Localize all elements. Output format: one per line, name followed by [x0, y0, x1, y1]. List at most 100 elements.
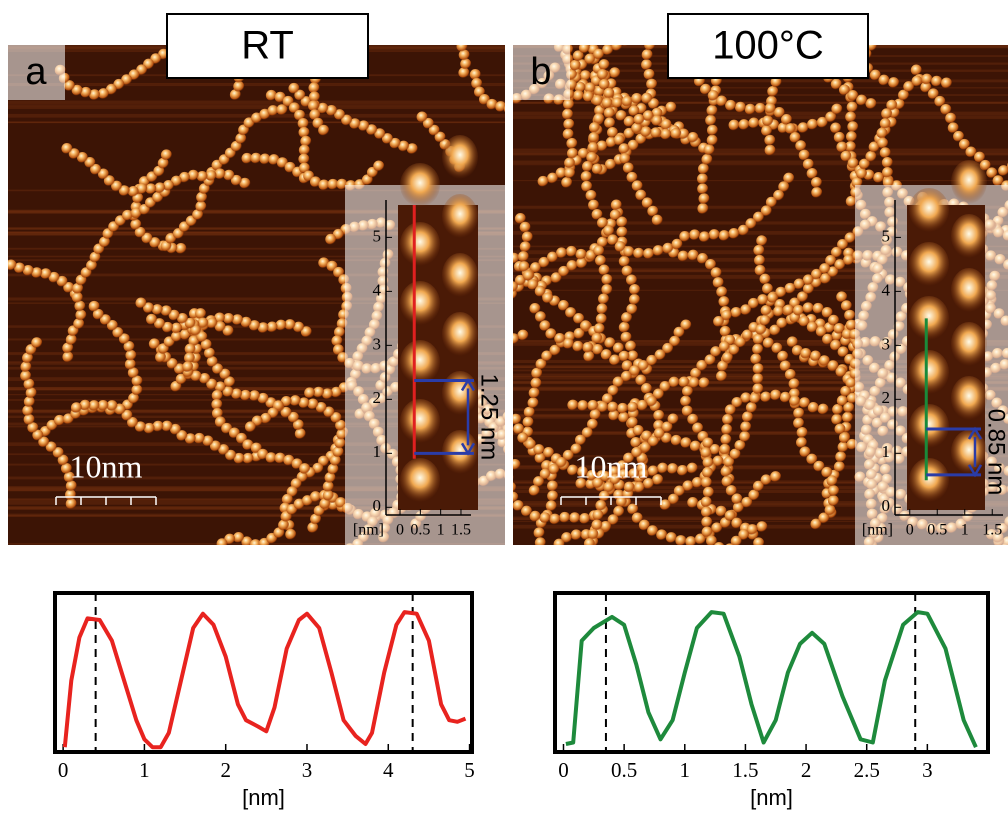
- molecule: [184, 433, 196, 445]
- molecule: [734, 336, 746, 348]
- molecule: [23, 396, 35, 408]
- molecule: [836, 395, 848, 407]
- scan-streak: [8, 362, 505, 365]
- scan-streak: [513, 150, 1008, 155]
- molecule: [451, 34, 462, 45]
- molecule: [643, 68, 655, 80]
- molecule: [22, 405, 34, 417]
- molecule: [521, 505, 533, 517]
- molecule: [626, 303, 638, 315]
- x-tick-label: 0.5: [611, 758, 637, 782]
- molecule: [214, 168, 226, 180]
- molecule: [592, 477, 604, 489]
- molecule: [587, 399, 599, 411]
- molecule: [184, 343, 196, 355]
- molecule: [802, 283, 814, 295]
- molecule: [222, 627, 233, 638]
- molecule: [612, 376, 624, 388]
- molecule: [260, 412, 272, 424]
- molecule: [545, 328, 557, 340]
- molecule: [697, 163, 709, 175]
- molecule: [635, 189, 647, 201]
- molecule: [547, 490, 559, 502]
- scan-streak: [513, 87, 1008, 89]
- molecule: [567, 464, 579, 476]
- molecule: [845, 111, 857, 123]
- molecule: [572, 90, 584, 102]
- scan-streak: [513, 415, 1008, 419]
- molecule: [760, 474, 772, 486]
- molecule: [469, 69, 481, 81]
- molecule: [80, 86, 92, 98]
- molecule: [598, 78, 610, 90]
- scan-streak: [513, 465, 1008, 468]
- molecule: [607, 126, 619, 138]
- scan-streak: [513, 501, 1008, 505]
- molecule: [600, 349, 612, 361]
- molecule: [760, 304, 772, 316]
- molecule: [561, 532, 573, 544]
- molecule: [752, 480, 764, 492]
- molecule: [688, 377, 700, 389]
- scan-streak: [8, 209, 505, 213]
- panel-letter: a: [25, 51, 47, 93]
- x-tick-label: 3: [922, 758, 933, 782]
- molecule: [623, 481, 635, 493]
- scan-streak: [8, 259, 505, 262]
- inset-molecule: [400, 340, 440, 384]
- molecule: [761, 125, 773, 137]
- molecule: [641, 92, 653, 104]
- molecule: [703, 144, 715, 156]
- inset-molecule: [400, 281, 440, 325]
- molecule: [31, 267, 43, 279]
- molecule: [724, 510, 736, 522]
- molecule: [777, 350, 789, 362]
- molecule: [602, 45, 614, 56]
- measure-label: 1.25 nm: [476, 374, 503, 461]
- molecule: [588, 122, 600, 134]
- molecule: [597, 401, 609, 413]
- molecule: [618, 143, 630, 155]
- molecule: [596, 303, 608, 315]
- inset-y-tick-label: 5: [373, 226, 382, 245]
- molecule: [535, 311, 547, 323]
- molecule: [577, 545, 588, 556]
- molecule: [784, 561, 795, 572]
- molecule: [89, 251, 101, 263]
- molecule: [716, 286, 728, 298]
- molecule: [700, 83, 712, 95]
- scan-streak: [8, 210, 505, 213]
- molecule: [525, 591, 536, 602]
- molecule: [795, 140, 807, 152]
- scan-streak: [8, 297, 505, 301]
- molecule: [216, 538, 228, 545]
- scan-streak: [8, 386, 505, 390]
- molecule: [584, 53, 596, 65]
- molecule: [837, 346, 849, 358]
- scan-streak: [8, 232, 505, 236]
- molecule: [749, 392, 761, 404]
- molecule: [720, 433, 732, 445]
- molecule: [671, 238, 683, 250]
- molecule: [550, 272, 562, 284]
- molecule: [580, 320, 592, 332]
- molecule: [573, 328, 585, 340]
- molecule: [941, 77, 953, 89]
- molecule: [528, 387, 540, 399]
- molecule: [700, 447, 712, 459]
- molecule: [646, 78, 658, 90]
- molecule: [569, 512, 581, 524]
- molecule: [48, 271, 60, 283]
- molecule: [710, 346, 722, 358]
- molecule: [732, 502, 744, 514]
- molecule: [738, 529, 750, 541]
- molecule: [747, 297, 759, 309]
- scan-streak: [8, 227, 505, 230]
- molecule: [231, 388, 243, 400]
- molecule: [294, 428, 306, 440]
- molecule: [23, 378, 35, 390]
- scan-streak: [8, 255, 505, 258]
- inset-x-tick-label: 1: [961, 522, 969, 539]
- molecule: [1001, 543, 1008, 545]
